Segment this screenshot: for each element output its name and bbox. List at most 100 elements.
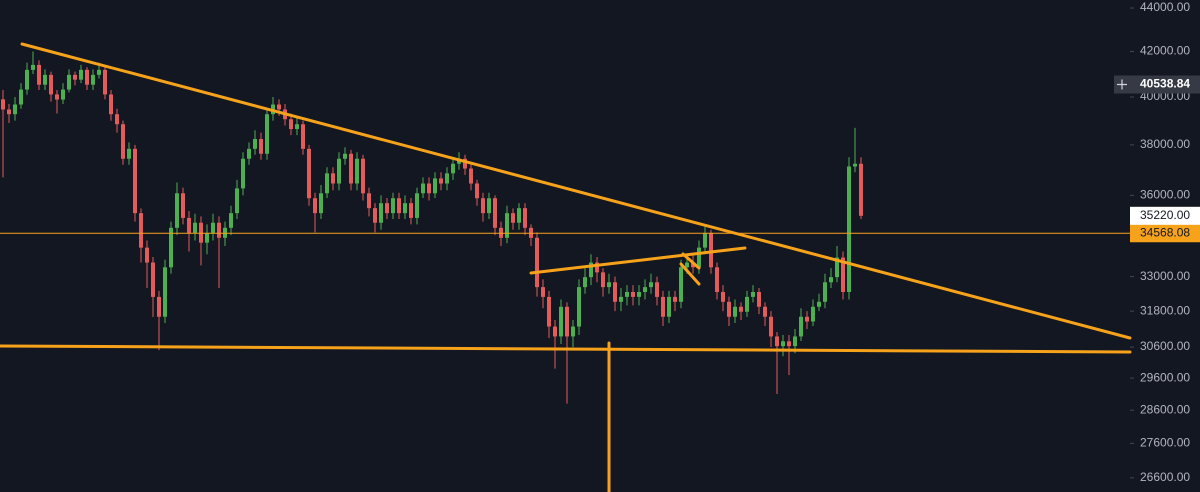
candle-body: [667, 296, 671, 317]
candle-body: [229, 213, 233, 228]
crosshair-price-box: [1130, 75, 1200, 94]
candle-body: [733, 306, 737, 317]
candle-body: [49, 74, 53, 95]
candle-body: [61, 89, 65, 100]
support-line: [0, 344, 1132, 354]
crosshair-plus-icon[interactable]: [1117, 79, 1127, 90]
candle-body: [175, 193, 179, 228]
candle-body: [613, 282, 617, 302]
trend-drawings: [0, 42, 1132, 492]
candle-body: [643, 287, 647, 292]
candle-body: [133, 148, 137, 214]
candle-body: [781, 341, 785, 347]
candle-body: [481, 198, 485, 214]
candle-body: [745, 296, 749, 312]
candle-body: [127, 148, 131, 159]
y-tick-label: 38000.00: [1140, 137, 1190, 151]
candle-body: [769, 316, 773, 337]
candle-body: [697, 247, 701, 268]
candle-body: [241, 158, 245, 189]
candle-body: [793, 336, 797, 347]
y-tick-label: 31800.00: [1140, 303, 1190, 317]
candle-body: [691, 262, 695, 268]
candle-body: [703, 232, 707, 248]
candle-body: [625, 291, 629, 297]
candle-body: [367, 193, 371, 209]
candle-body: [727, 301, 731, 317]
y-tick-label: 44000.00: [1140, 0, 1190, 14]
candle-body: [859, 163, 863, 216]
candle-body: [253, 139, 257, 149]
candle-body: [91, 74, 95, 85]
candle-body: [685, 262, 689, 268]
candle-body: [451, 163, 455, 174]
candle-body: [553, 326, 557, 337]
candle-body: [631, 291, 635, 297]
plot-area: [0, 51, 1130, 404]
candle-body: [541, 287, 545, 297]
candle-body: [163, 267, 167, 317]
candle-body: [709, 232, 713, 268]
candle-body: [361, 158, 365, 194]
candle-body: [829, 277, 833, 283]
candle-body: [73, 74, 77, 80]
candle-body: [211, 222, 215, 233]
candle-body: [571, 326, 575, 337]
candle-body: [817, 301, 821, 307]
candle-body: [655, 282, 659, 297]
candle-body: [397, 198, 401, 214]
pattern-line: [679, 262, 701, 286]
candle-body: [67, 74, 71, 90]
candle-body: [1, 99, 5, 110]
candle-body: [475, 183, 479, 199]
candle-body: [187, 217, 191, 233]
candle-body: [487, 198, 491, 214]
candle-body: [757, 291, 761, 307]
candle-body: [523, 208, 527, 228]
candle-body: [43, 74, 47, 85]
candle-body: [835, 257, 839, 278]
last-price-box: [1130, 206, 1200, 225]
y-tick-label: 36000.00: [1140, 188, 1190, 202]
candle-body: [385, 203, 389, 214]
candle-body: [379, 203, 383, 223]
candle-body: [559, 306, 563, 337]
candle-body: [121, 124, 125, 159]
candle-body: [853, 163, 857, 167]
candle-body: [751, 291, 755, 297]
candle-body: [721, 291, 725, 302]
candle-body: [277, 104, 281, 110]
candle-body: [565, 306, 569, 337]
candle-body: [103, 69, 107, 95]
channel-line: [529, 246, 747, 275]
candle-body: [331, 173, 335, 184]
candle-body: [775, 336, 779, 347]
candle-body: [673, 296, 677, 302]
candle-body: [445, 173, 449, 184]
y-tick-label: 29600.00: [1140, 370, 1190, 384]
candle-body: [139, 213, 143, 248]
candle-body: [505, 213, 509, 238]
candle-body: [199, 222, 203, 243]
candle-body: [493, 198, 497, 228]
candle-body: [307, 148, 311, 199]
trendline: [20, 42, 1132, 340]
pattern-line: [681, 252, 701, 270]
candle-body: [517, 208, 521, 223]
candle-body: [301, 124, 305, 149]
candle-body: [97, 69, 101, 75]
candle-body: [85, 69, 89, 85]
candle-body: [259, 139, 263, 154]
price-label-box: [1130, 224, 1200, 243]
candle-body: [637, 291, 641, 297]
candle-body: [37, 64, 41, 85]
y-tick-label: 27600.00: [1140, 436, 1190, 450]
candle-body: [823, 282, 827, 302]
candle-body: [469, 168, 473, 184]
candle-body: [217, 222, 221, 238]
candle-body: [415, 193, 419, 218]
candle-body: [841, 257, 845, 292]
candle-body: [421, 183, 425, 194]
